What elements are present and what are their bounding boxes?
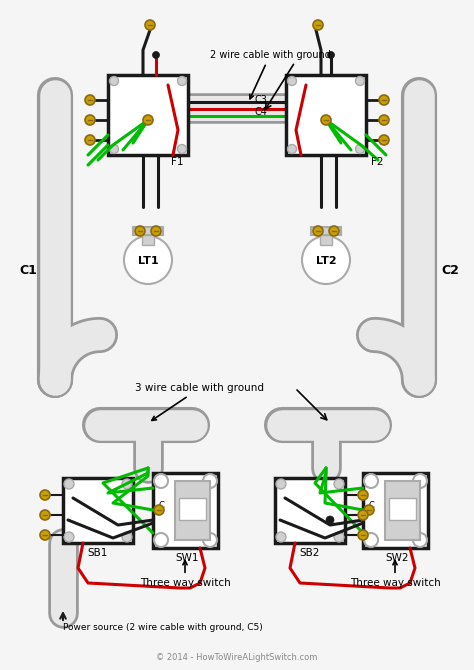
- Text: F2: F2: [371, 157, 383, 167]
- Circle shape: [358, 510, 368, 520]
- Text: C4: C4: [255, 107, 268, 117]
- Circle shape: [135, 226, 145, 236]
- FancyBboxPatch shape: [179, 498, 206, 520]
- Circle shape: [321, 115, 331, 125]
- FancyBboxPatch shape: [142, 235, 154, 245]
- Circle shape: [143, 115, 153, 125]
- Circle shape: [379, 115, 389, 125]
- FancyBboxPatch shape: [311, 227, 341, 235]
- Text: © 2014 - HowToWireALightSwitch.com: © 2014 - HowToWireALightSwitch.com: [156, 653, 318, 663]
- Circle shape: [276, 479, 286, 489]
- Text: LT2: LT2: [316, 256, 337, 266]
- Circle shape: [379, 95, 389, 105]
- Text: C: C: [158, 500, 164, 509]
- Circle shape: [358, 530, 368, 540]
- FancyBboxPatch shape: [175, 481, 210, 540]
- Circle shape: [379, 135, 389, 145]
- FancyBboxPatch shape: [133, 227, 163, 235]
- Circle shape: [85, 115, 95, 125]
- Text: 2 wire cable with ground: 2 wire cable with ground: [210, 50, 330, 98]
- Circle shape: [64, 532, 74, 542]
- Circle shape: [313, 20, 323, 30]
- Circle shape: [356, 76, 365, 86]
- Text: C2: C2: [441, 263, 459, 277]
- Circle shape: [334, 479, 344, 489]
- Circle shape: [154, 533, 168, 547]
- Circle shape: [85, 95, 95, 105]
- Circle shape: [177, 145, 186, 153]
- FancyBboxPatch shape: [363, 473, 428, 548]
- Circle shape: [356, 145, 365, 153]
- FancyBboxPatch shape: [275, 478, 345, 543]
- Text: Power source (2 wire cable with ground, C5): Power source (2 wire cable with ground, …: [63, 624, 263, 632]
- Circle shape: [64, 479, 74, 489]
- Text: C3: C3: [255, 95, 268, 105]
- Text: LT1: LT1: [137, 256, 158, 266]
- Circle shape: [151, 226, 161, 236]
- Circle shape: [177, 76, 186, 86]
- Text: 3 wire cable with ground: 3 wire cable with ground: [136, 383, 264, 420]
- Circle shape: [364, 533, 378, 547]
- Circle shape: [326, 516, 334, 524]
- Circle shape: [358, 490, 368, 500]
- Circle shape: [329, 226, 339, 236]
- Circle shape: [109, 145, 118, 153]
- Text: Three way switch: Three way switch: [350, 561, 440, 588]
- Circle shape: [328, 52, 335, 58]
- Circle shape: [40, 510, 50, 520]
- Circle shape: [288, 145, 297, 153]
- FancyBboxPatch shape: [389, 498, 416, 520]
- Text: SW1: SW1: [175, 553, 199, 563]
- Text: Three way switch: Three way switch: [140, 561, 230, 588]
- Circle shape: [364, 505, 374, 515]
- Circle shape: [203, 474, 217, 488]
- Circle shape: [40, 490, 50, 500]
- FancyBboxPatch shape: [108, 75, 188, 155]
- Circle shape: [154, 474, 168, 488]
- FancyBboxPatch shape: [153, 473, 218, 548]
- Circle shape: [154, 505, 164, 515]
- Circle shape: [122, 532, 132, 542]
- Text: F1: F1: [172, 157, 184, 167]
- Circle shape: [276, 532, 286, 542]
- Circle shape: [288, 76, 297, 86]
- Text: C1: C1: [19, 263, 37, 277]
- Circle shape: [109, 76, 118, 86]
- Circle shape: [153, 52, 159, 58]
- Circle shape: [203, 533, 217, 547]
- Circle shape: [40, 530, 50, 540]
- FancyBboxPatch shape: [320, 235, 332, 245]
- Circle shape: [85, 135, 95, 145]
- Circle shape: [334, 532, 344, 542]
- Text: SB2: SB2: [300, 548, 320, 558]
- Circle shape: [302, 236, 350, 284]
- Circle shape: [364, 474, 378, 488]
- Circle shape: [124, 236, 172, 284]
- FancyBboxPatch shape: [286, 75, 366, 155]
- FancyBboxPatch shape: [385, 481, 420, 540]
- Circle shape: [313, 226, 323, 236]
- Text: SB1: SB1: [88, 548, 108, 558]
- Circle shape: [413, 474, 427, 488]
- Circle shape: [122, 479, 132, 489]
- Circle shape: [145, 20, 155, 30]
- Text: C: C: [368, 500, 374, 509]
- Text: SW2: SW2: [385, 553, 409, 563]
- Circle shape: [413, 533, 427, 547]
- FancyBboxPatch shape: [63, 478, 133, 543]
